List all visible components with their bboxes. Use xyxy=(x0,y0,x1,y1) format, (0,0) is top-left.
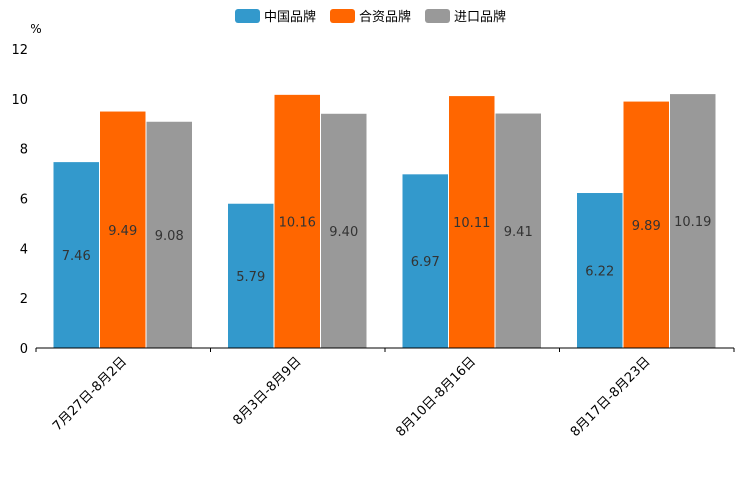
y-tick-label: 4 xyxy=(20,242,28,257)
data-label: 9.40 xyxy=(329,225,358,240)
bar-1-1 xyxy=(53,162,99,348)
bar-2-2 xyxy=(274,94,320,348)
bar-2-3 xyxy=(449,96,495,348)
data-label: 9.41 xyxy=(504,225,533,240)
data-label: 10.16 xyxy=(279,215,316,230)
legend-item[interactable]: 中国品牌 xyxy=(235,9,316,25)
data-label: 5.79 xyxy=(236,270,265,285)
legend-label: 合资品牌 xyxy=(359,9,411,25)
y-axis: 0 2 4 6 8 10 12 xyxy=(11,43,28,357)
legend-swatch xyxy=(425,9,450,23)
y-tick-label: 6 xyxy=(20,193,28,208)
x-tick-label: 8月10日-8月16日 xyxy=(393,354,479,440)
data-label: 9.89 xyxy=(632,219,661,234)
bar-2-1 xyxy=(100,111,146,348)
bar-2-4 xyxy=(623,101,669,349)
y-tick-label: 8 xyxy=(20,143,28,158)
bar-1-3 xyxy=(402,174,448,348)
bar-3-4 xyxy=(670,94,716,348)
y-tick-label: 2 xyxy=(20,292,28,307)
data-label: 7.46 xyxy=(62,249,91,264)
legend-swatch xyxy=(235,9,260,23)
bar-1-4 xyxy=(577,193,623,348)
y-tick-label: 0 xyxy=(20,342,28,357)
bar-3-3 xyxy=(495,113,541,348)
x-axis: 7月27日-8月2日 8月3日-8月9日 8月10日-8月16日 8月17日-8月23… xyxy=(35,347,735,440)
legend-label: 中国品牌 xyxy=(264,9,316,25)
data-label: 9.49 xyxy=(108,224,137,239)
bar-3-1 xyxy=(146,121,192,348)
x-tick-label: 8月3日-8月9日 xyxy=(230,354,304,428)
legend-label: 进口品牌 xyxy=(454,9,506,25)
data-label: 10.19 xyxy=(674,215,711,230)
bar-3-2 xyxy=(321,113,367,349)
y-tick-label: 12 xyxy=(11,43,28,58)
x-tick-label: 7月27日-8月2日 xyxy=(50,354,130,434)
data-label: 6.97 xyxy=(411,255,440,270)
legend: 中国品牌 合资品牌 进口品牌 xyxy=(235,9,506,25)
bar-series: 7.46 9.49 9.08 5.79 10.16 9.40 6.97 10.11 9.41 6.… xyxy=(53,94,716,349)
data-label: 9.08 xyxy=(155,229,184,244)
y-axis-unit-label: % xyxy=(30,22,41,36)
bar-1-2 xyxy=(228,203,274,348)
data-label: 6.22 xyxy=(585,265,614,280)
y-tick-label: 10 xyxy=(11,93,28,108)
legend-item[interactable]: 合资品牌 xyxy=(330,9,411,25)
x-tick-label: 8月17日-8月23日 xyxy=(568,354,654,440)
data-label: 10.11 xyxy=(453,216,490,231)
legend-swatch xyxy=(330,9,355,23)
legend-item[interactable]: 进口品牌 xyxy=(425,9,506,25)
